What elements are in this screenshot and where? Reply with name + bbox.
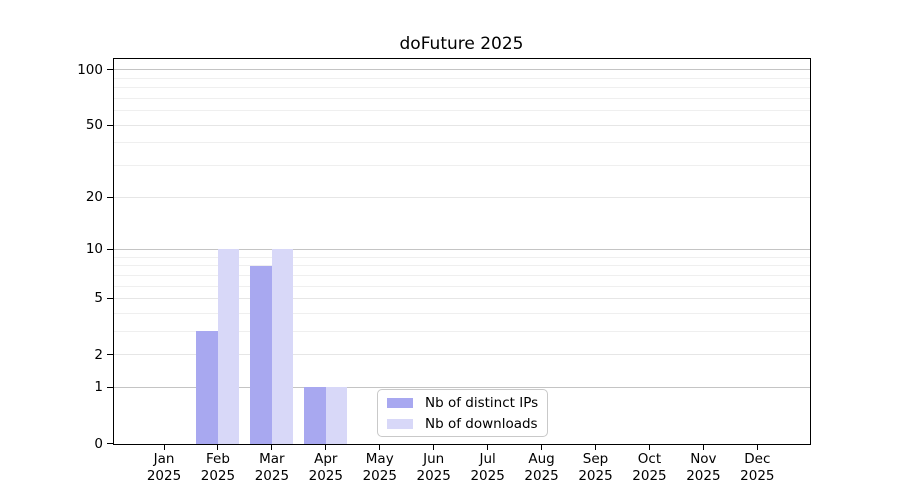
y-tick-50 (107, 124, 113, 126)
y-tick-100 (107, 69, 113, 71)
x-label-month: Aug (528, 451, 555, 467)
legend-item-downloads: Nb of downloads (387, 415, 538, 432)
x-label-year: 2025 (632, 467, 667, 484)
x-label-year: 2025 (146, 467, 182, 484)
downloads-swatch (387, 418, 413, 429)
x-label-month: Apr (314, 451, 338, 467)
y-tick-label-1: 1 (94, 379, 103, 396)
legend: Nb of distinct IPs Nb of downloads (377, 389, 548, 437)
x-label-year: 2025 (740, 467, 775, 484)
x-tick-label-may: May 2025 (338, 451, 422, 484)
x-tick-label-jan: Jan 2025 (122, 451, 206, 484)
y-tick-label-0: 0 (94, 435, 103, 452)
x-label-month: Nov (690, 451, 717, 467)
legend-label-distinct-ips: Nb of distinct IPs (425, 394, 539, 411)
x-label-year: 2025 (686, 467, 721, 484)
x-tick-mar (271, 444, 273, 450)
x-tick-label-dec: Dec 2025 (715, 451, 799, 484)
x-tick-feb (217, 444, 219, 450)
x-tick-sep (595, 444, 597, 450)
legend-item-distinct-ips: Nb of distinct IPs (387, 394, 539, 411)
x-tick-label-aug: Aug 2025 (500, 451, 584, 484)
plot-area (113, 58, 811, 445)
x-label-month: May (365, 451, 394, 467)
minor-gridline-y-60 (114, 110, 810, 112)
legend-label-downloads: Nb of downloads (425, 415, 538, 432)
y-tick-label-10: 10 (85, 241, 103, 258)
chart-title: doFuture 2025 (399, 34, 524, 54)
y-tick-20 (107, 196, 113, 198)
x-tick-jan (163, 444, 165, 450)
x-tick-aug (541, 444, 543, 450)
x-tick-dec (756, 444, 758, 450)
gridline-y-2 (114, 354, 810, 356)
x-tick-label-nov: Nov 2025 (661, 451, 745, 484)
x-label-year: 2025 (200, 467, 236, 484)
x-label-year: 2025 (308, 467, 343, 484)
x-tick-label-mar: Mar 2025 (230, 451, 314, 484)
x-tick-label-jun: Jun 2025 (392, 451, 476, 484)
bar-downloads-mar (271, 249, 294, 444)
x-tick-may (379, 444, 381, 450)
x-tick-label-feb: Feb 2025 (176, 451, 260, 484)
x-label-month: Feb (205, 451, 230, 467)
bar-distinct-ips-feb (196, 331, 218, 444)
gridline-y-50 (114, 124, 810, 126)
y-tick-1 (107, 386, 113, 388)
x-label-year: 2025 (416, 467, 451, 484)
y-tick-label-50: 50 (85, 117, 103, 134)
minor-gridline-y-6 (114, 285, 810, 287)
gridline-y-100 (114, 69, 810, 71)
x-tick-label-oct: Oct 2025 (607, 451, 691, 484)
bar-downloads-feb (217, 249, 240, 444)
minor-gridline-y-9 (114, 256, 810, 258)
minor-gridline-y-30 (114, 165, 810, 167)
x-label-month: Mar (259, 451, 285, 467)
x-label-year: 2025 (578, 467, 613, 484)
x-label-year: 2025 (524, 467, 559, 484)
gridline-y-20 (114, 196, 810, 198)
y-tick-label-5: 5 (94, 290, 103, 307)
bar-distinct-ips-mar (250, 265, 272, 444)
distinct-ips-swatch (387, 397, 413, 408)
bar-downloads-apr (325, 387, 348, 444)
y-tick-label-100: 100 (77, 61, 103, 78)
x-tick-nov (702, 444, 704, 450)
gridline-y-5 (114, 297, 810, 299)
x-tick-label-apr: Apr 2025 (284, 451, 368, 484)
x-label-month: Dec (744, 451, 771, 467)
minor-gridline-y-90 (114, 77, 810, 79)
x-tick-jun (433, 444, 435, 450)
y-tick-0 (107, 443, 113, 444)
gridline-y-10 (114, 248, 810, 250)
x-tick-label-jul: Jul 2025 (446, 451, 530, 484)
x-label-month: Sep (582, 451, 609, 467)
x-tick-apr (325, 444, 327, 450)
minor-gridline-y-70 (114, 98, 810, 100)
x-label-month: Oct (637, 451, 662, 467)
x-label-month: Jun (423, 451, 445, 467)
minor-gridline-y-8 (114, 265, 810, 267)
minor-gridline-y-7 (114, 274, 810, 276)
x-label-year: 2025 (362, 467, 397, 484)
minor-gridline-y-80 (114, 87, 810, 89)
x-label-year: 2025 (254, 467, 290, 484)
bar-distinct-ips-apr (304, 387, 326, 444)
x-label-month: Jan (153, 451, 175, 467)
y-tick-2 (107, 354, 113, 356)
y-tick-label-2: 2 (94, 346, 103, 363)
minor-gridline-y-4 (114, 312, 810, 314)
y-tick-label-20: 20 (85, 189, 103, 206)
y-tick-5 (107, 297, 113, 299)
minor-gridline-y-3 (114, 330, 810, 332)
y-tick-10 (107, 248, 113, 250)
x-label-year: 2025 (470, 467, 505, 484)
x-tick-oct (648, 444, 650, 450)
x-tick-jul (487, 444, 489, 450)
x-label-month: Jul (479, 451, 496, 467)
x-tick-label-sep: Sep 2025 (554, 451, 638, 484)
gridline-y-1 (114, 386, 810, 388)
minor-gridline-y-40 (114, 142, 810, 144)
